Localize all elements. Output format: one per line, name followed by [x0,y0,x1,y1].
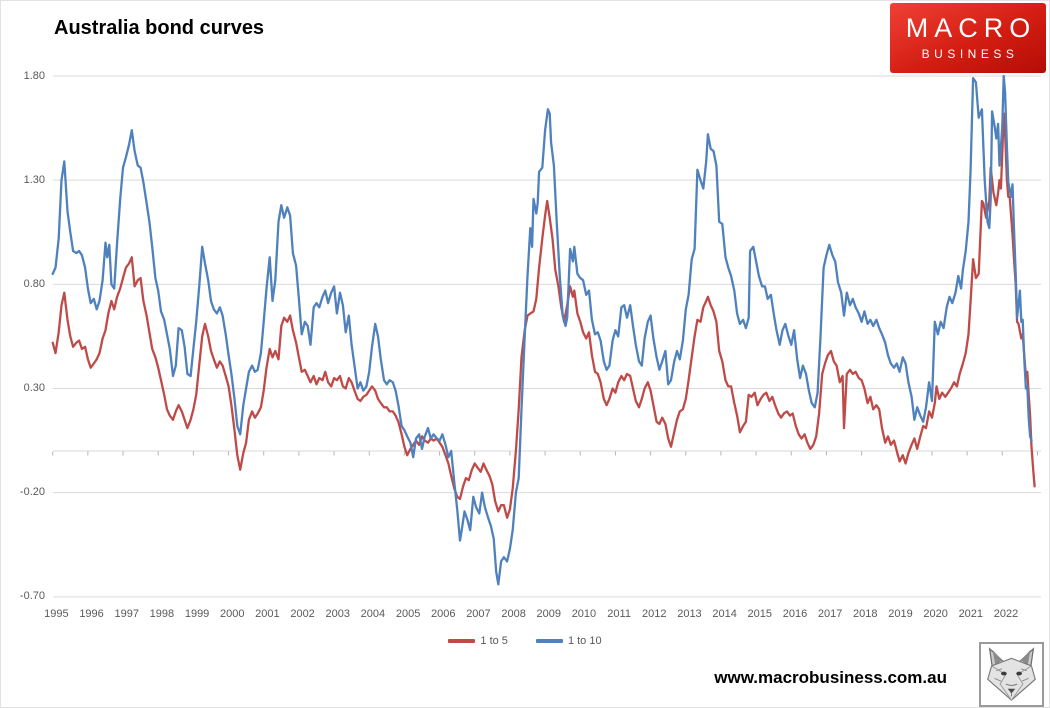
x-tick-label: 2008 [501,608,526,620]
x-tick-label: 2021 [958,608,984,620]
fox-logo [979,642,1044,707]
macrobusiness-logo-text-macro: MACRO [905,13,1037,43]
y-tick-label: -0.70 [19,590,45,603]
site-url: www.macrobusiness.com.au [714,668,947,687]
x-tick-label: 1995 [44,608,69,620]
x-tick-label: 2015 [747,608,773,620]
x-tick-label: 1996 [79,608,104,620]
x-tick-label: 2018 [853,608,878,620]
legend-label: 1 to 10 [567,635,602,647]
legend-swatch [448,639,476,643]
y-tick-label: 1.30 [23,173,45,186]
x-tick-label: 2003 [325,608,350,620]
x-tick-label: 2013 [677,608,702,620]
x-tick-label: 1998 [149,608,175,620]
x-tick-label: 2004 [360,608,386,620]
x-tick-label: 2001 [255,608,280,620]
x-tick-label: 2011 [607,608,631,620]
x-tick-label: 2007 [466,608,491,620]
y-tick-label: 0.80 [23,277,45,290]
legend-swatch [535,639,563,643]
x-tick-label: 2002 [290,608,315,620]
fox-icon [987,647,1036,701]
x-tick-label: 2006 [431,608,456,620]
macrobusiness-logo-text-business: BUSINESS [921,47,1019,61]
x-tick-label: 1999 [184,608,210,620]
y-tick-label: -0.20 [19,486,45,499]
x-tick-label: 2010 [571,608,597,620]
x-tick-label: 2005 [395,608,421,620]
legend-label: 1 to 5 [480,635,508,647]
series-line-1-to-5 [51,112,1036,519]
y-tick-label: 0.30 [23,382,45,394]
x-tick-label: 1997 [114,608,139,620]
legend-item-1-to-10: 1 to 10 [535,635,602,647]
x-tick-label: 2012 [642,608,667,620]
x-tick-label: 2000 [220,608,245,620]
x-tick-label: 2009 [536,608,561,620]
x-tick-label: 2019 [888,608,913,620]
x-tick-label: 2022 [993,608,1019,620]
series-line-1-to-10 [51,74,1033,586]
x-tick-label: 2016 [782,608,808,620]
x-tick-label: 2014 [712,608,737,620]
x-tick-label: 2017 [817,608,843,620]
page-title: Australia bond curves [54,17,265,39]
legend-item-1-to-5: 1 to 5 [448,635,508,647]
macrobusiness-logo: MACRO BUSINESS [890,3,1046,73]
y-tick-label: 1.80 [23,69,45,82]
chart-legend: 1 to 5 1 to 10 [1,635,1049,647]
x-tick-label: 2020 [923,608,948,620]
